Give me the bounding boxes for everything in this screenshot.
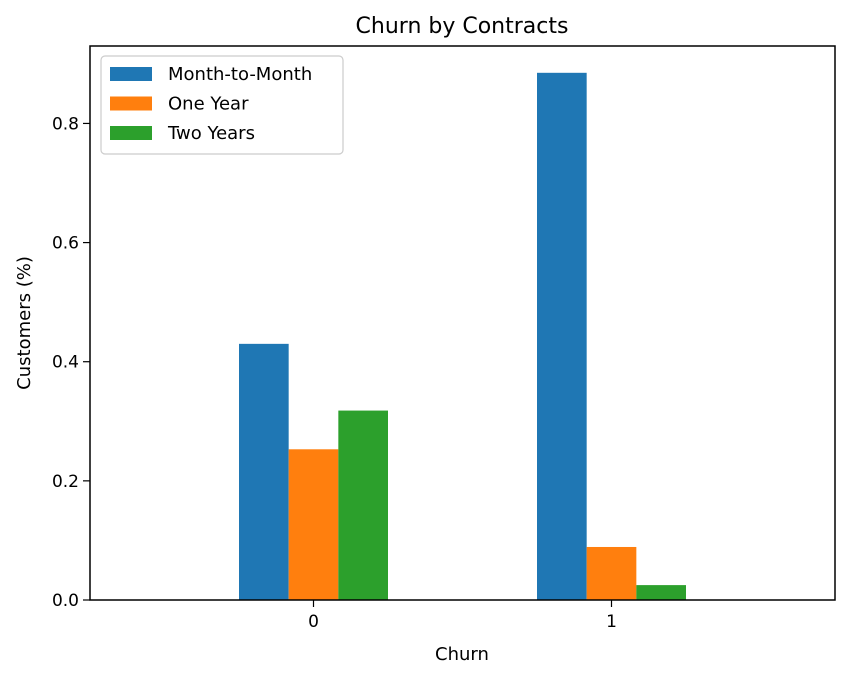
x-axis-label: Churn (435, 644, 489, 665)
legend-label-month-to-month: Month-to-Month (168, 64, 312, 85)
legend-box (100, 55, 344, 155)
legend-swatch-one-year (110, 96, 152, 111)
y-axis: 0.0 0.2 0.4 0.6 0.8 (52, 114, 90, 611)
y-tick-label: 0.2 (52, 472, 79, 492)
plot-area (89, 45, 836, 601)
bar-one-year-churn-0 (288, 449, 339, 600)
x-tick-label: 0 (308, 612, 319, 632)
legend-swatch-two-years (110, 126, 152, 140)
legend-items: Month-to-Month One Year Two Years (110, 64, 312, 144)
bar-two-years-churn-1 (636, 585, 686, 600)
legend: Month-to-Month One Year Two Years (100, 55, 344, 155)
y-tick-label: 0.6 (52, 234, 79, 254)
bars-layer (239, 72, 686, 600)
y-tick-label: 0.8 (52, 114, 79, 134)
legend-swatch-month-to-month (110, 67, 152, 81)
bar-two-years-churn-0 (338, 410, 388, 600)
bar-one-year-churn-1 (586, 546, 637, 600)
x-tick-label: 1 (606, 612, 617, 632)
legend-label-one-year: One Year (168, 94, 249, 115)
plot-frame (89, 45, 836, 601)
y-tick-label: 0.0 (52, 591, 79, 611)
chart-title: Churn by Contracts (356, 14, 569, 39)
y-axis-label: Customers (%) (14, 256, 35, 390)
bar-month-to-month-churn-1 (537, 72, 587, 600)
bar-month-to-month-churn-0 (239, 343, 289, 600)
y-tick-label: 0.4 (52, 353, 79, 373)
legend-label-two-years: Two Years (167, 123, 255, 144)
